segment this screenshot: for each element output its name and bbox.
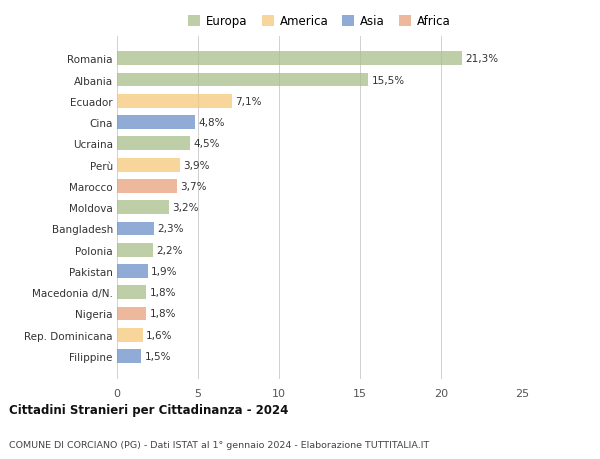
Bar	[117, 116, 195, 130]
Bar	[117, 307, 146, 321]
Text: 3,2%: 3,2%	[172, 203, 199, 213]
Bar	[117, 158, 180, 172]
Text: 1,5%: 1,5%	[145, 351, 171, 361]
Text: 1,6%: 1,6%	[146, 330, 173, 340]
Bar	[117, 201, 169, 215]
Text: Cittadini Stranieri per Cittadinanza - 2024: Cittadini Stranieri per Cittadinanza - 2…	[9, 403, 289, 416]
Text: 1,8%: 1,8%	[149, 309, 176, 319]
Bar	[117, 137, 190, 151]
Text: 3,9%: 3,9%	[184, 160, 210, 170]
Bar	[117, 243, 152, 257]
Bar	[117, 52, 462, 66]
Text: 4,5%: 4,5%	[193, 139, 220, 149]
Text: 21,3%: 21,3%	[466, 54, 499, 64]
Text: 1,8%: 1,8%	[149, 288, 176, 297]
Text: 7,1%: 7,1%	[235, 96, 262, 106]
Bar	[117, 95, 232, 108]
Text: 3,7%: 3,7%	[180, 181, 206, 191]
Bar	[117, 349, 142, 363]
Bar	[117, 73, 368, 87]
Legend: Europa, America, Asia, Africa: Europa, America, Asia, Africa	[188, 15, 451, 28]
Text: 15,5%: 15,5%	[371, 75, 404, 85]
Bar	[117, 222, 154, 236]
Text: 2,2%: 2,2%	[156, 245, 182, 255]
Text: 2,3%: 2,3%	[157, 224, 184, 234]
Text: COMUNE DI CORCIANO (PG) - Dati ISTAT al 1° gennaio 2024 - Elaborazione TUTTITALI: COMUNE DI CORCIANO (PG) - Dati ISTAT al …	[9, 441, 429, 449]
Bar	[117, 285, 146, 299]
Bar	[117, 328, 143, 342]
Bar	[117, 179, 177, 193]
Text: 1,9%: 1,9%	[151, 266, 178, 276]
Bar	[117, 264, 148, 278]
Text: 4,8%: 4,8%	[198, 118, 224, 128]
